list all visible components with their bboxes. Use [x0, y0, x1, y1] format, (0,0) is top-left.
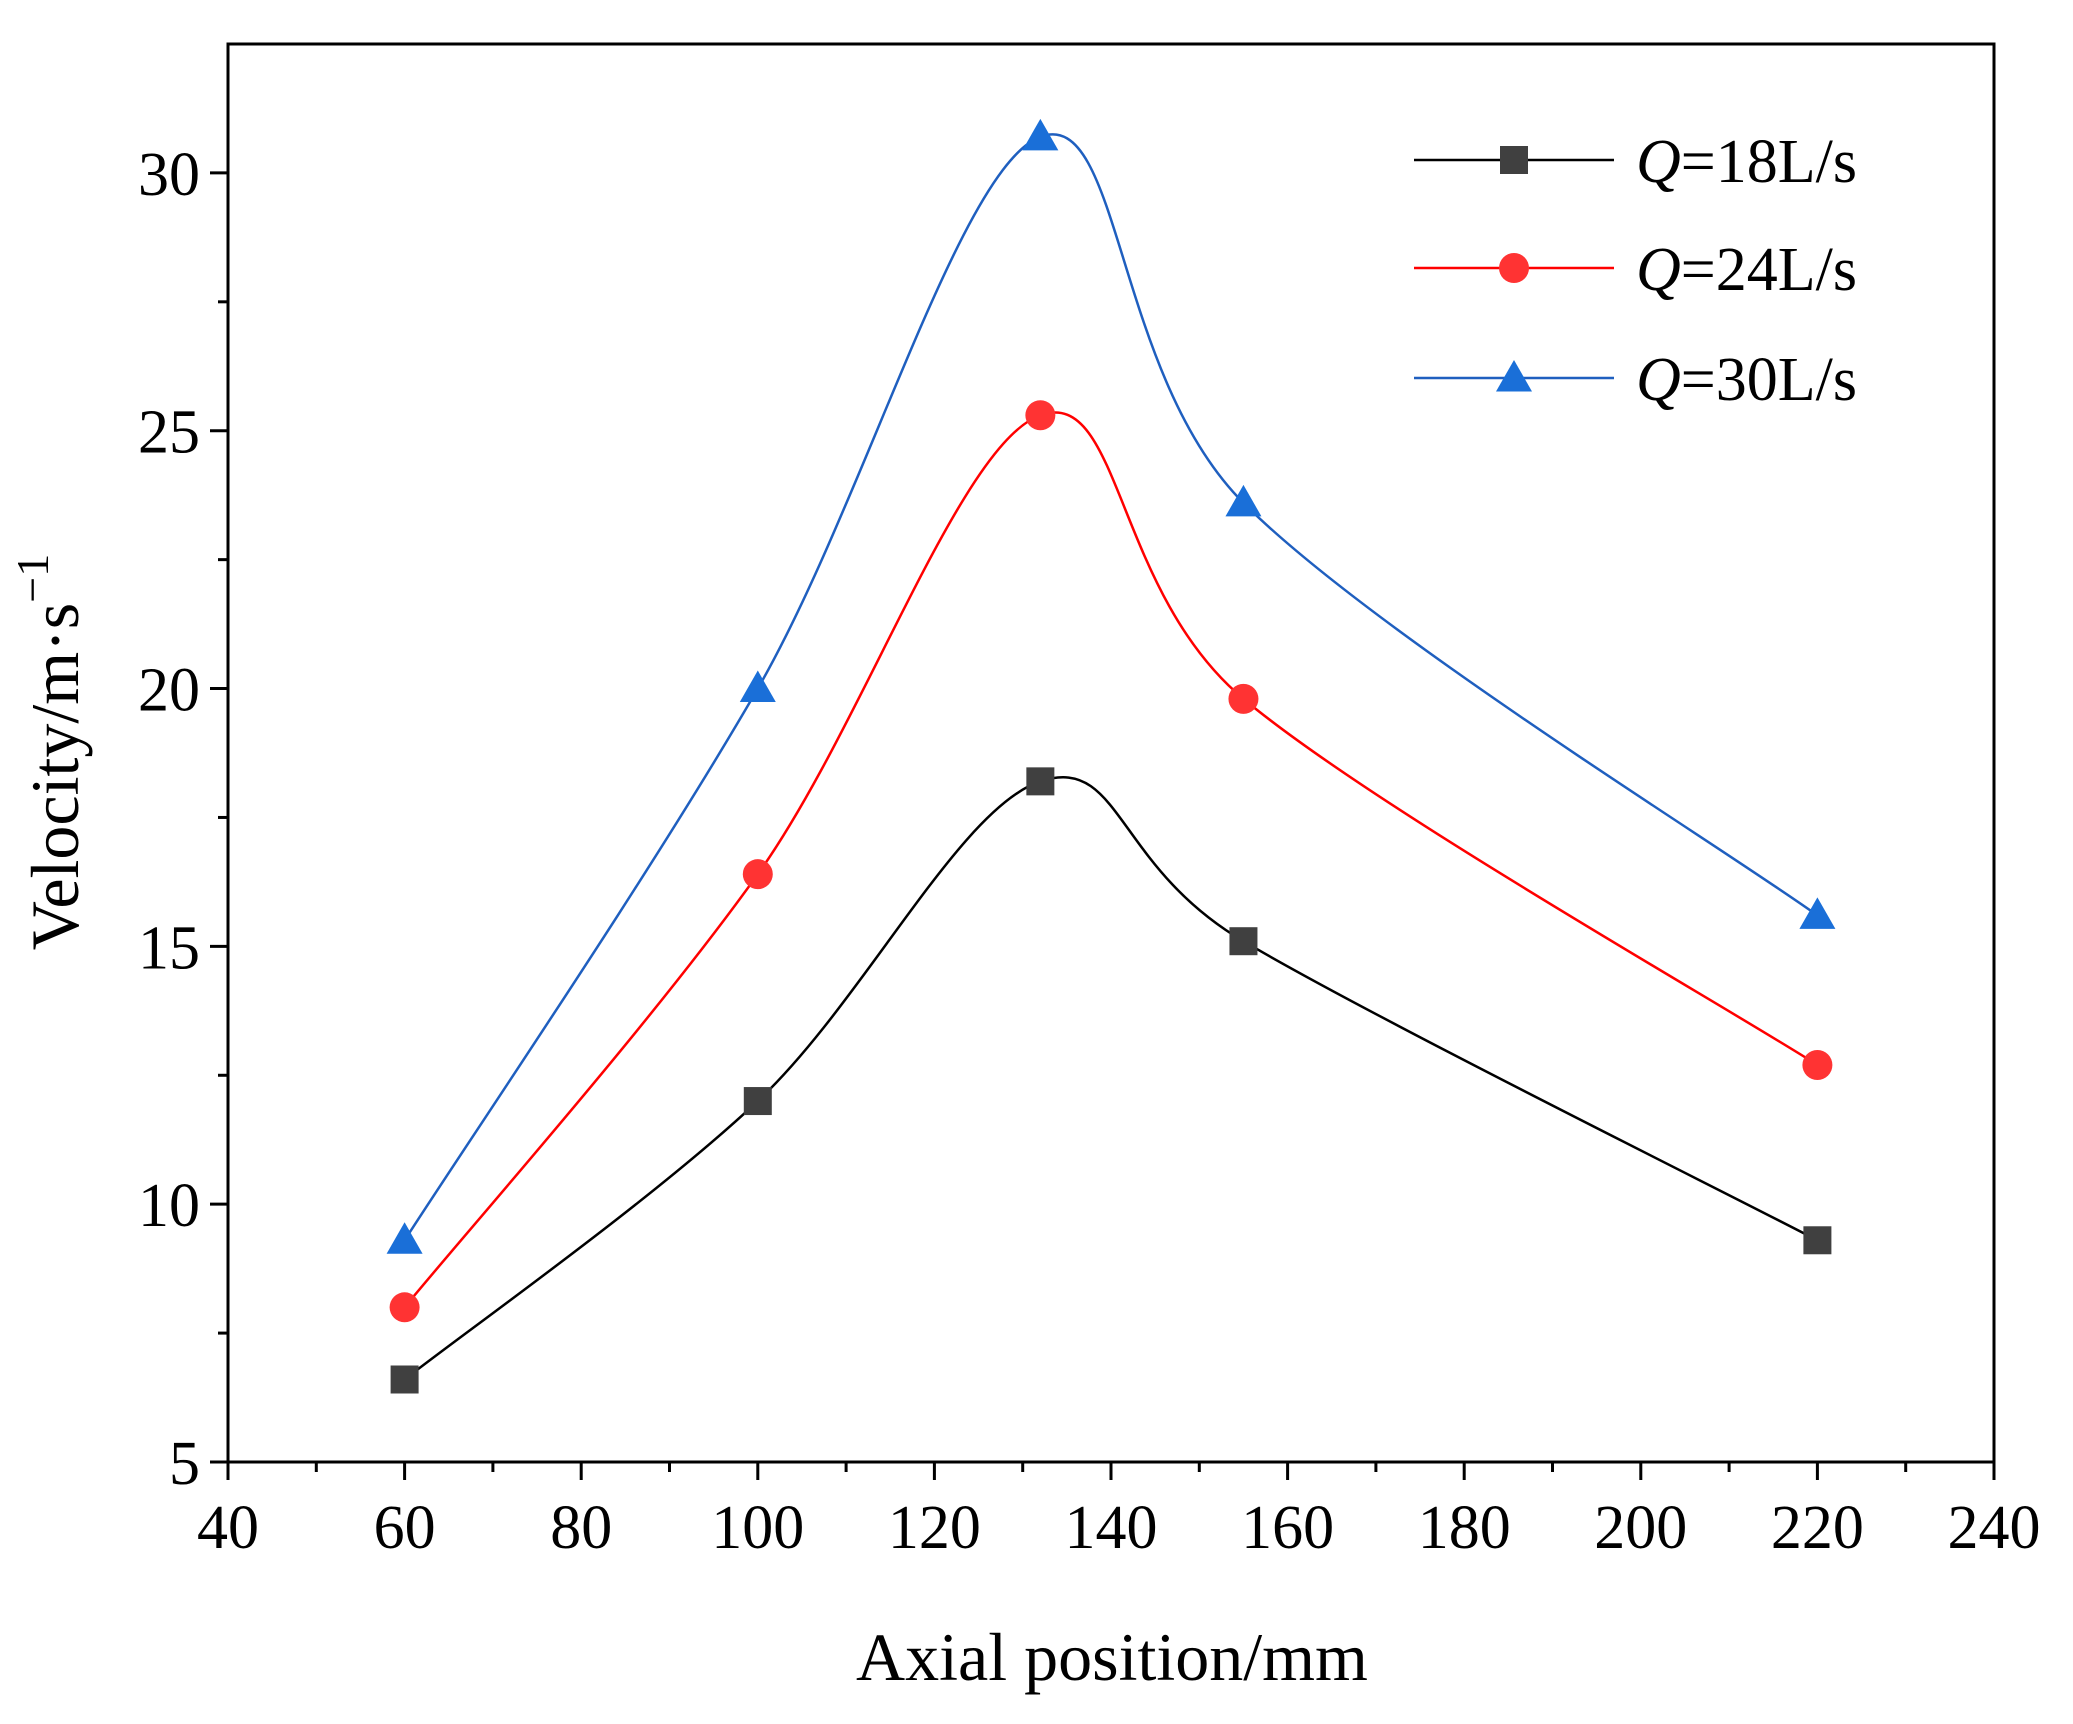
legend-label: Q=24L/s	[1636, 236, 1857, 304]
y-axis-title-superscript: −1	[7, 554, 58, 603]
data-point	[1225, 484, 1262, 517]
data-point	[1229, 927, 1258, 956]
legend-marker	[1499, 253, 1529, 283]
legend: Q=18L/sQ=24L/sQ=30L/s	[1414, 128, 1857, 414]
x-tick-label: 40	[197, 1494, 259, 1562]
series-layer	[386, 118, 1836, 1394]
x-tick-label: 180	[1418, 1494, 1511, 1562]
data-point	[386, 1222, 423, 1254]
legend-label-rest: =24L/s	[1681, 236, 1857, 304]
legend-marker	[1500, 146, 1528, 174]
legend-label: Q=30L/s	[1636, 346, 1857, 414]
y-tick-label: 10	[138, 1172, 200, 1240]
legend-label-var: Q	[1636, 236, 1681, 304]
data-point	[1022, 118, 1059, 151]
data-point	[389, 1292, 420, 1323]
series-line	[403, 133, 1819, 1241]
legend-entry-1: Q=18L/s	[1414, 128, 1857, 196]
y-axis-title: Velocity/m·s−1	[7, 554, 93, 950]
x-tick-label: 160	[1241, 1494, 1334, 1562]
data-point	[743, 1087, 772, 1116]
data-point	[1025, 400, 1056, 431]
y-axis-title-base: Velocity/m·s	[17, 603, 93, 951]
legend-entry-2: Q=24L/s	[1414, 236, 1857, 304]
data-point	[1799, 897, 1836, 929]
y-tick-label: 25	[138, 399, 200, 467]
data-point	[1026, 767, 1055, 796]
legend-label-var: Q	[1636, 128, 1681, 196]
data-point	[390, 1365, 419, 1394]
x-tick-label: 120	[888, 1494, 981, 1562]
data-point	[1802, 1049, 1833, 1080]
x-tick-label: 140	[1065, 1494, 1158, 1562]
series-line	[403, 776, 1818, 1381]
axes-layer: 40 60 80 100 120 140 160 180 200 220 240 5 10 15 20 25 3…	[138, 42, 2041, 1562]
data-point	[742, 859, 773, 890]
data-point	[1228, 683, 1259, 714]
x-tick-label: 240	[1948, 1494, 2041, 1562]
x-tick-label: 80	[550, 1494, 612, 1562]
y-tick-label: 5	[169, 1430, 200, 1498]
legend-label-rest: =18L/s	[1681, 128, 1857, 196]
data-point	[739, 670, 776, 703]
legend-label: Q=18L/s	[1636, 128, 1857, 196]
x-axis-title: Axial position/mm	[856, 1619, 1368, 1695]
legend-marker	[1496, 360, 1532, 392]
series-line	[403, 411, 1819, 1309]
series-3	[386, 118, 1836, 1254]
x-tick-label: 200	[1594, 1494, 1687, 1562]
y-tick-label: 15	[138, 914, 200, 982]
series-1	[390, 767, 1832, 1394]
x-tick-label: 100	[711, 1494, 804, 1562]
series-2	[389, 400, 1833, 1323]
legend-entry-3: Q=30L/s	[1414, 346, 1857, 414]
y-tick-label: 30	[138, 141, 200, 209]
legend-label-rest: =30L/s	[1681, 346, 1857, 414]
x-tick-label: 220	[1771, 1494, 1864, 1562]
legend-label-var: Q	[1636, 346, 1681, 414]
data-point	[1803, 1226, 1832, 1255]
x-tick-label: 60	[374, 1494, 436, 1562]
y-tick-label: 20	[138, 657, 200, 725]
